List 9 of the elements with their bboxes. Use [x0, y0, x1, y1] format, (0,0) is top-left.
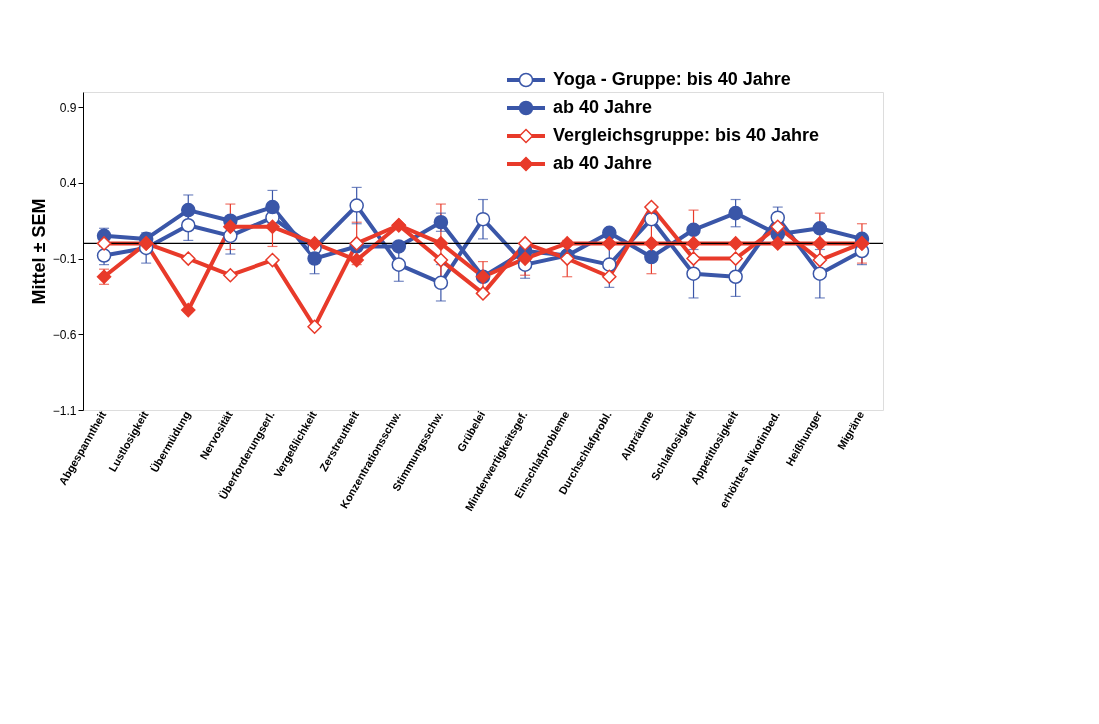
y-tick-label: 0.9	[59, 100, 77, 115]
y-axis-title: Mittel ± SEM	[28, 198, 49, 305]
legend-label: Yoga - Gruppe: bis 40 Jahre	[553, 69, 791, 89]
legend-label: Vergleichsgruppe: bis 40 Jahre	[553, 125, 820, 145]
y-tick-label: 0.4	[59, 176, 77, 191]
legend-label: ab 40 Jahre	[553, 97, 653, 117]
y-tick-label: −0.6	[52, 327, 77, 342]
legend-label: ab 40 Jahre	[553, 153, 653, 173]
y-tick-label: −0.1	[52, 252, 77, 267]
